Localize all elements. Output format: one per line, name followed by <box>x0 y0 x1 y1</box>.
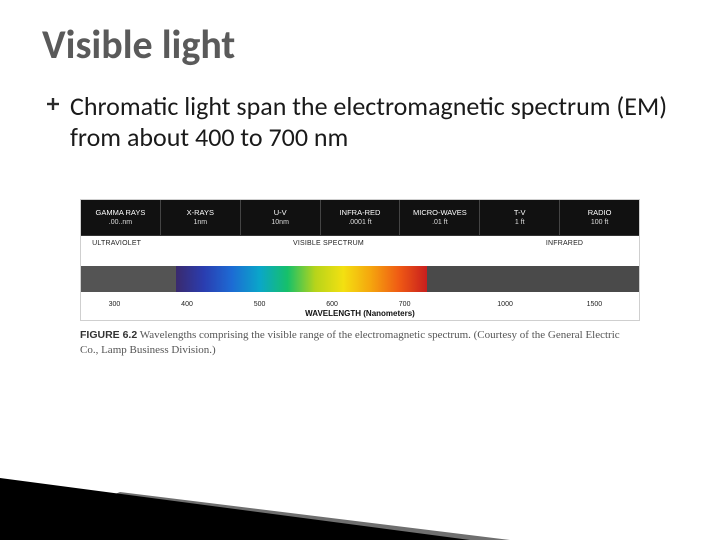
wavelength-tick: 400 <box>181 301 193 308</box>
em-band-scale: 1nm <box>193 219 207 227</box>
spectrum-scale: 300 400 500 600 700 1000 1500 <box>81 300 639 308</box>
figure: GAMMA RAYS.00..nmX-RAYS1nmU-V10nmINFRA-R… <box>80 199 640 358</box>
wavelength-tick: 500 <box>254 301 266 308</box>
wavelength-tick: 600 <box>326 301 338 308</box>
wavelength-tick: 1500 <box>587 301 603 308</box>
em-band-scale: .01 ft <box>432 219 448 227</box>
spectrum-bar <box>81 266 639 292</box>
em-band-cell: X-RAYS1nm <box>161 200 241 235</box>
em-top-band: GAMMA RAYS.00..nmX-RAYS1nmU-V10nmINFRA-R… <box>81 200 639 236</box>
em-band-name: RADIO <box>588 209 612 218</box>
em-band-cell: T-V1 ft <box>480 200 560 235</box>
em-band-name: INFRA-RED <box>340 209 381 218</box>
bullet-item: Chromatic light span the electromagnetic… <box>42 91 678 153</box>
em-band-cell: MICRO-WAVES.01 ft <box>400 200 480 235</box>
em-band-scale: 1 ft <box>515 219 525 227</box>
em-band-cell: INFRA-RED.0001 ft <box>321 200 401 235</box>
bullet-text: Chromatic light span the electromagnetic… <box>70 91 678 153</box>
em-band-cell: GAMMA RAYS.00..nm <box>81 200 161 235</box>
slide: Visible light Chromatic light span the e… <box>0 0 720 540</box>
bullet-icon <box>46 97 60 116</box>
em-band-name: MICRO-WAVES <box>413 209 467 218</box>
em-band-name: T-V <box>514 209 526 218</box>
em-band-name: GAMMA RAYS <box>95 209 145 218</box>
ir-label: INFRARED <box>546 240 583 247</box>
figure-caption: FIGURE 6.2 Wavelengths comprising the vi… <box>80 328 640 358</box>
figure-number: FIGURE 6.2 <box>80 329 137 341</box>
wavelength-tick: 1000 <box>497 301 513 308</box>
em-band-scale: 10nm <box>271 219 289 227</box>
ir-segment <box>427 266 639 292</box>
uv-label: ULTRAVIOLET <box>92 240 141 247</box>
bullet-lead: Chromatic light <box>70 90 236 122</box>
corner-decor <box>0 450 720 540</box>
axis-label: WAVELENGTH (Nanometers) <box>305 309 415 318</box>
em-band-cell: RADIO100 ft <box>560 200 639 235</box>
em-spectrum-chart: GAMMA RAYS.00..nmX-RAYS1nmU-V10nmINFRA-R… <box>80 199 640 321</box>
em-band-name: U-V <box>274 209 287 218</box>
spectrum-area: ULTRAVIOLET VISIBLE SPECTRUM INFRARED 30… <box>81 236 639 320</box>
em-band-scale: .00..nm <box>109 219 132 227</box>
em-band-cell: U-V10nm <box>241 200 321 235</box>
em-band-scale: .0001 ft <box>348 219 371 227</box>
wavelength-tick: 300 <box>109 301 121 308</box>
slide-title: Visible light <box>42 20 678 69</box>
vis-label: VISIBLE SPECTRUM <box>293 240 364 247</box>
visible-segment <box>176 266 427 292</box>
caption-text: Wavelengths comprising the visible range… <box>80 329 620 356</box>
wavelength-tick: 700 <box>399 301 411 308</box>
em-band-scale: 100 ft <box>591 219 609 227</box>
uv-segment <box>81 266 176 292</box>
em-band-name: X-RAYS <box>187 209 214 218</box>
